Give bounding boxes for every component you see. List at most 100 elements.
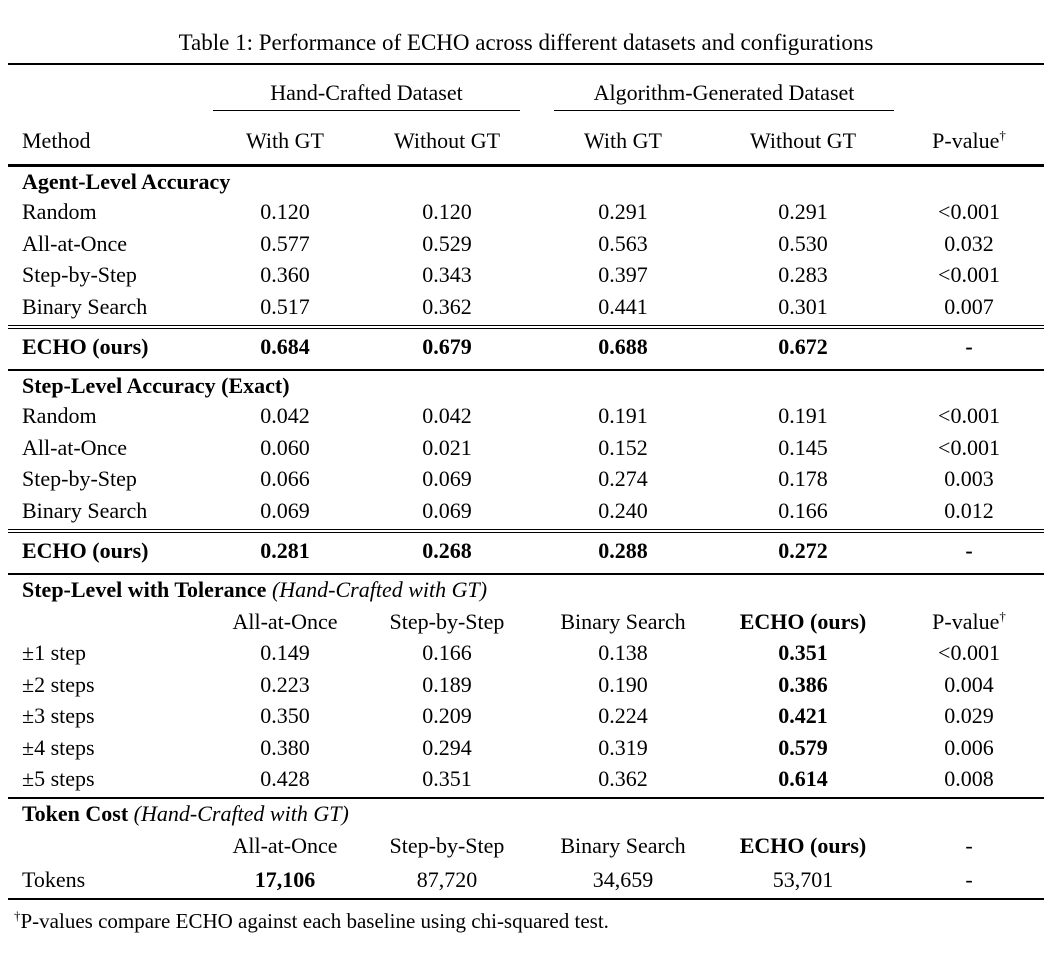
value-cell: 0.294 — [422, 734, 472, 760]
value-cell: 0.178 — [778, 466, 828, 492]
value-cell: 0.189 — [422, 671, 472, 697]
p-value-cell: 0.003 — [944, 466, 994, 492]
table-row: Step-by-Step 0.066 0.069 0.274 0.178 0.0… — [8, 466, 1044, 498]
row-label: All-at-Once — [22, 434, 128, 460]
value-cell: 0.380 — [260, 734, 310, 760]
value-cell: 17,106 — [254, 867, 316, 893]
section-heading-note: (Hand-Crafted with GT) — [133, 801, 349, 827]
section-heading-step-level: Step-Level Accuracy (Exact) — [22, 372, 290, 398]
col-header-without-gt-2: Without GT — [749, 128, 857, 154]
subheader-binary-search: Binary Search — [560, 608, 686, 634]
value-cell: 0.362 — [422, 293, 472, 319]
table-row: All-at-Once 0.060 0.021 0.152 0.145 <0.0… — [8, 434, 1044, 466]
value-cell: 0.351 — [422, 766, 472, 792]
section-heading-tolerance: Step-Level with Tolerance (Hand-Crafted … — [8, 577, 1044, 607]
value-cell: 0.042 — [260, 403, 310, 429]
table-row: Binary Search 0.069 0.069 0.240 0.166 0.… — [8, 497, 1044, 529]
double-rule — [8, 324, 1044, 329]
top-rule — [8, 63, 1044, 66]
p-value-cell: <0.001 — [938, 262, 1000, 288]
p-value-cell: - — [965, 537, 973, 563]
value-cell: 0.563 — [598, 230, 648, 256]
footnote-text: P-values compare ECHO against each basel… — [20, 909, 609, 934]
subheader-all-at-once: All-at-Once — [232, 833, 338, 859]
section-heading-row: Step-Level with Tolerance (Hand-Crafted … — [8, 575, 1044, 607]
value-cell: 0.283 — [778, 262, 828, 288]
value-cell: 0.138 — [598, 640, 648, 666]
value-cell: 0.679 — [422, 333, 472, 359]
p-value-label: P-value — [932, 128, 1000, 154]
row-label: Tokens — [22, 867, 86, 893]
p-value-cell: <0.001 — [938, 403, 1000, 429]
value-cell: 0.350 — [260, 703, 310, 729]
group-header-hand-crafted: Hand-Crafted Dataset — [213, 80, 520, 112]
value-cell: 0.191 — [778, 403, 828, 429]
p-value-cell: <0.001 — [938, 640, 1000, 666]
echo-value-cell: 0.421 — [778, 703, 828, 729]
subheader-row: All-at-Once Step-by-Step Binary Search E… — [8, 831, 1044, 864]
row-label: ECHO (ours) — [22, 537, 149, 563]
value-cell: 0.441 — [598, 293, 648, 319]
p-value-cell: - — [965, 867, 973, 893]
row-label: ±3 steps — [22, 703, 95, 729]
row-label: All-at-Once — [22, 230, 128, 256]
value-cell: 0.209 — [422, 703, 472, 729]
value-cell: 0.021 — [422, 434, 472, 460]
value-cell: 0.145 — [778, 434, 828, 460]
table-row: ±2 steps 0.223 0.189 0.190 0.386 0.004 — [8, 671, 1044, 703]
value-cell: 0.684 — [260, 333, 310, 359]
value-cell: 0.120 — [422, 199, 472, 225]
subheader-all-at-once: All-at-Once — [232, 608, 338, 634]
value-cell: 0.362 — [598, 766, 648, 792]
value-cell: 0.281 — [260, 537, 310, 563]
value-cell: 0.069 — [260, 497, 310, 523]
row-label: ±2 steps — [22, 671, 95, 697]
subheader-step-by-step: Step-by-Step — [389, 833, 505, 859]
subheader-echo: ECHO (ours) — [739, 833, 867, 859]
section-heading-note: (Hand-Crafted with GT) — [271, 576, 488, 602]
subheader-p-value: P-value† — [894, 609, 1044, 640]
value-cell: 0.288 — [598, 537, 648, 563]
bottom-rule — [8, 898, 1044, 901]
value-cell: 0.688 — [598, 333, 648, 359]
column-group-row: Hand-Crafted Dataset Algorithm-Generated… — [8, 65, 1044, 112]
echo-value-cell: 0.614 — [778, 766, 828, 792]
value-cell: 34,659 — [592, 867, 654, 893]
col-header-without-gt-1: Without GT — [393, 128, 501, 154]
p-value-cell: 0.004 — [944, 671, 994, 697]
value-cell: 0.223 — [260, 671, 310, 697]
value-cell: 0.274 — [598, 466, 648, 492]
value-cell: 0.042 — [422, 403, 472, 429]
value-cell: 0.166 — [422, 640, 472, 666]
table-row: Step-by-Step 0.360 0.343 0.397 0.283 <0.… — [8, 262, 1044, 294]
value-cell: 0.301 — [778, 293, 828, 319]
group-header-algorithm-generated: Algorithm-Generated Dataset — [554, 80, 894, 112]
section-rule — [8, 797, 1044, 800]
value-cell: 0.268 — [422, 537, 472, 563]
value-cell: 53,701 — [772, 867, 834, 893]
section-heading-bold: Step-Level with Tolerance — [22, 576, 267, 602]
section-heading-bold: Token Cost — [22, 801, 129, 827]
dagger-icon: † — [999, 128, 1006, 144]
dagger-icon: † — [999, 608, 1006, 624]
value-cell: 0.343 — [422, 262, 472, 288]
row-label: Binary Search — [22, 293, 148, 319]
subheader-step-by-step: Step-by-Step — [389, 608, 505, 634]
value-cell: 0.530 — [778, 230, 828, 256]
value-cell: 0.190 — [598, 671, 648, 697]
row-label: Step-by-Step — [22, 262, 137, 288]
value-cell: 0.397 — [598, 262, 648, 288]
dagger-icon: † — [14, 908, 21, 924]
section-heading-agent-level: Agent-Level Accuracy — [22, 168, 231, 194]
row-label: Random — [22, 199, 97, 225]
row-label: ±1 step — [22, 640, 87, 666]
table-caption: Table 1: Performance of ECHO across diff… — [178, 30, 874, 55]
section-heading-row: Agent-Level Accuracy — [8, 167, 1044, 199]
row-label: Binary Search — [22, 497, 148, 523]
echo-value-cell: 0.351 — [778, 640, 828, 666]
header-rule — [8, 164, 1044, 167]
table-row: Random 0.120 0.120 0.291 0.291 <0.001 — [8, 199, 1044, 231]
p-value-cell: 0.008 — [944, 766, 994, 792]
subheader-row: All-at-Once Step-by-Step Binary Search E… — [8, 607, 1044, 640]
